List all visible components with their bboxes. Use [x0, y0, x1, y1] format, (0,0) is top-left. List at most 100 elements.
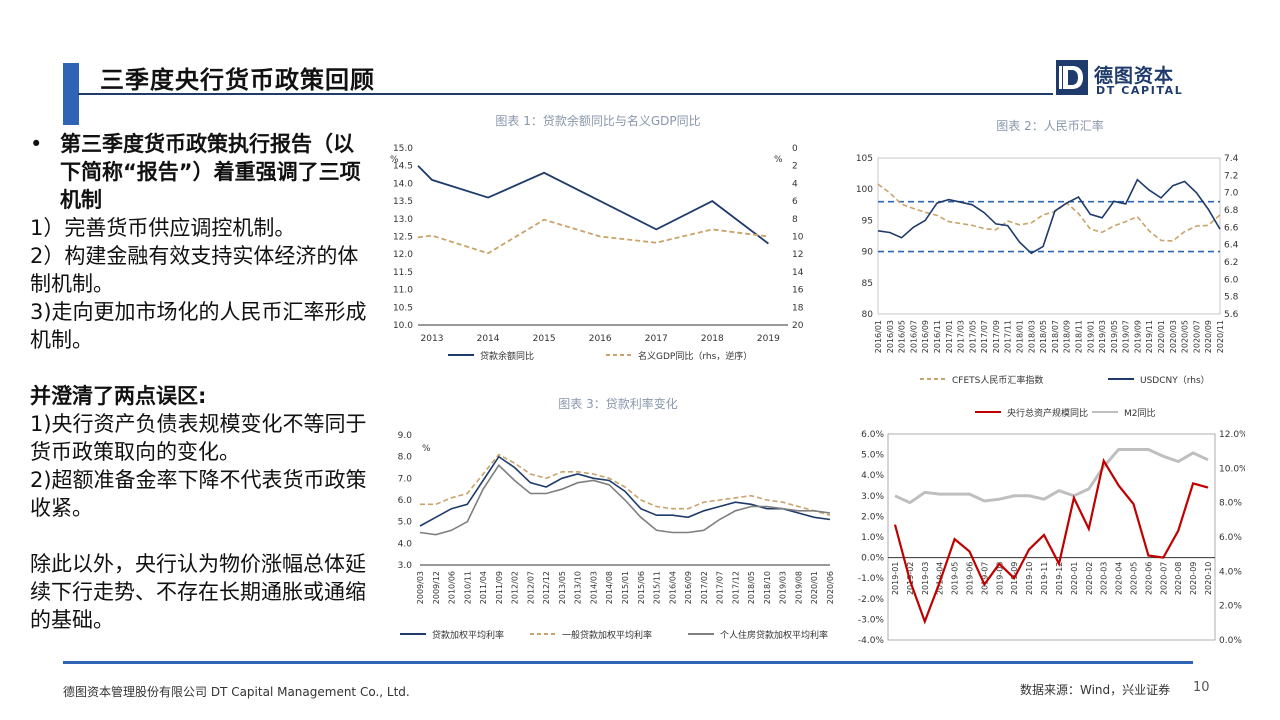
footer-company: 德图资本管理股份有限公司 DT Capital Management Co., … — [63, 685, 410, 699]
mechanism-item: 2）构建金融有效支持实体经济的体制机制。 — [30, 244, 359, 296]
y-tick-label: 14.5 — [393, 162, 413, 172]
x-tick-label: 2019/03 — [779, 571, 788, 604]
x-tick-label: 2019-08 — [995, 562, 1004, 595]
x-tick-label: 2016/07 — [909, 320, 918, 353]
x-tick-label: 2013 — [421, 334, 444, 344]
chart-rmb-exchange-rate: 图表 2：人民币汇率 105 100 95 90 85 80 7.4 7.2 7.0 6.8 6.6 6… — [856, 118, 1239, 386]
x-tick-label: 2020/11 — [1216, 320, 1225, 353]
x-tick-label: 2009/12 — [432, 571, 441, 604]
y2-tick-label: 6.2 — [1224, 258, 1238, 268]
x-tick-label: 2017/07 — [980, 320, 989, 353]
y2-tick-label: 4.0% — [1219, 567, 1242, 577]
x-tick-label: 2019-03 — [921, 562, 930, 595]
x-tick-label: 2020-10 — [1204, 562, 1213, 595]
x-tick-label: 2017 — [645, 334, 668, 344]
y2-tick-label: 16 — [792, 286, 804, 296]
x-tick-label: 2019/09 — [1133, 320, 1142, 353]
x-tick-label: 2020/06 — [826, 571, 835, 604]
x-tick-label: 2018/09 — [1063, 320, 1072, 353]
y2-tick-label: 4 — [792, 179, 798, 189]
clarify-heading: 并澄清了两点误区: — [30, 384, 207, 408]
x-tick-label: 2016 — [589, 334, 612, 344]
y2-tick-label: 6.0 — [1224, 275, 1239, 285]
x-tick-label: 2020-09 — [1189, 562, 1198, 595]
x-tick-label: 2020/01 — [810, 571, 819, 604]
x-tick-label: 2011/04 — [479, 571, 488, 604]
x-tick-label: 2017/12 — [731, 571, 740, 604]
y-tick-label: 6.0 — [398, 496, 413, 506]
series-line — [417, 165, 769, 245]
x-tick-label: 2016/11 — [933, 320, 942, 353]
x-tick-label: 2010/11 — [463, 571, 472, 604]
x-tick-label: 2016/09 — [921, 320, 930, 353]
x-tick-label: 2018/10 — [763, 571, 772, 604]
x-tick-label: 2016/09 — [684, 571, 693, 604]
page-title: 三季度央行货币政策回顾 — [100, 66, 375, 94]
y-tick-label: -3.0% — [858, 615, 885, 625]
y2-tick-label: 12.0% — [1219, 430, 1245, 440]
x-tick-label: 2018/05 — [747, 571, 756, 604]
series-line — [893, 457, 1209, 625]
y-unit-label: % — [390, 155, 399, 165]
chart-title: 图表 3：贷款利率变化 — [558, 396, 677, 411]
y-tick-label: -2.0% — [858, 595, 885, 605]
x-tick-label: 2009/03 — [416, 571, 425, 604]
x-tick-label: 2018/11 — [1075, 320, 1084, 353]
y2-tick-label: 5.6 — [1224, 310, 1239, 320]
x-tick-label: 2020-04 — [1115, 562, 1124, 595]
y-tick-label: 5.0 — [398, 518, 413, 528]
footer-source: 数据来源：Wind，兴业证券 — [1020, 683, 1171, 697]
x-tick-label: 2017/03 — [957, 320, 966, 353]
y-tick-label: 12.5 — [393, 233, 413, 243]
chart-loan-rates: 图表 3：贷款利率变化 9.0 8.0 7.0 6.0 5.0 4.0 3.0% 2009/03… — [398, 396, 835, 641]
y-tick-label: 105 — [856, 154, 873, 164]
plot-frame — [887, 433, 1216, 641]
y-tick-label: 90 — [862, 248, 874, 258]
y2-tick-label: 8 — [792, 215, 798, 225]
x-tick-label: 2017/01 — [945, 320, 954, 353]
x-tick-label: 2016/03 — [886, 320, 895, 353]
y-tick-label: 1.0% — [861, 533, 884, 543]
x-tick-label: 2019/01 — [1086, 320, 1095, 353]
y-tick-label: 2.0% — [861, 512, 884, 522]
y-tick-label: 10.5 — [393, 303, 413, 313]
x-tick-label: 2019/03 — [1098, 320, 1107, 353]
x-tick-label: 2017/09 — [992, 320, 1001, 353]
legend-label: 央行总资产规模同比 — [1007, 407, 1088, 419]
y-tick-label: 7.0 — [398, 474, 413, 484]
series-line — [894, 448, 1209, 505]
x-tick-label: 2018 — [701, 334, 724, 344]
y-tick-label: -4.0% — [858, 636, 885, 646]
x-tick-label: 2019-11 — [1040, 562, 1049, 595]
y2-tick-label: 7.0 — [1224, 189, 1239, 199]
x-tick-label: 2019-07 — [980, 562, 989, 595]
x-tick-label: 2017/02 — [700, 571, 709, 604]
y-tick-label: 80 — [862, 310, 874, 320]
company-logo-icon — [1056, 60, 1088, 95]
x-tick-label: 2020-01 — [1070, 562, 1079, 595]
x-tick-label: 2019-10 — [1025, 562, 1034, 595]
legend-label: 个人住房贷款加权平均利率 — [720, 629, 828, 641]
x-tick-label: 2020-07 — [1159, 562, 1168, 595]
x-tick-label: 2014/08 — [605, 571, 614, 604]
x-tick-label: 2020/01 — [1157, 320, 1166, 353]
x-tick-label: 2020/07 — [1192, 320, 1201, 353]
x-tick-label: 2019 — [757, 334, 780, 344]
x-tick-label: 2016/04 — [668, 571, 677, 604]
x-tick-label: 2015/11 — [653, 571, 662, 604]
y2-tick-label: 7.4 — [1224, 154, 1239, 164]
bullet-dot-icon: • — [30, 132, 43, 156]
x-tick-label: 2018/07 — [1051, 320, 1060, 353]
x-tick-label: 2012/02 — [511, 571, 520, 604]
x-tick-label: 2014 — [477, 334, 500, 344]
x-tick-label: 2010/06 — [448, 571, 457, 604]
x-tick-label: 2012/12 — [542, 571, 551, 604]
y2-tick-label: 0.0% — [1219, 636, 1242, 646]
x-tick-label: 2019/07 — [1122, 320, 1131, 353]
legend-label: 一般贷款加权平均利率 — [562, 629, 652, 641]
x-tick-label: 2014/03 — [590, 571, 599, 604]
y-tick-label: 11.0 — [393, 286, 413, 296]
chart-title: 图表 2：人民币汇率 — [996, 118, 1103, 133]
mechanism-item: 3)走向更加市场化的人民币汇率形成机制。 — [30, 300, 367, 352]
page-number: 10 — [1193, 680, 1210, 695]
